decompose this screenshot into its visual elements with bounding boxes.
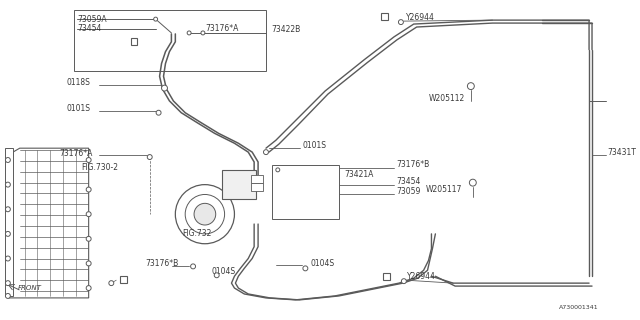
Text: 73431T: 73431T: [608, 148, 637, 156]
Bar: [74, 10, 266, 71]
Circle shape: [185, 195, 225, 234]
Circle shape: [86, 236, 91, 241]
Text: 73176*A: 73176*A: [205, 25, 238, 34]
Text: 0101S: 0101S: [67, 104, 91, 113]
Text: 73059: 73059: [396, 187, 420, 196]
Circle shape: [5, 293, 10, 299]
Bar: [251, 183, 263, 190]
Text: B: B: [132, 39, 136, 44]
Circle shape: [5, 281, 10, 285]
Circle shape: [109, 281, 114, 285]
Circle shape: [5, 157, 10, 163]
Bar: [131, 38, 138, 45]
Text: 73176*B: 73176*B: [396, 160, 429, 169]
Circle shape: [5, 231, 10, 236]
Text: 73454: 73454: [396, 177, 420, 186]
Circle shape: [303, 266, 308, 271]
Text: A: A: [121, 277, 125, 282]
Circle shape: [175, 185, 234, 244]
Text: FIG.730-2: FIG.730-2: [81, 164, 118, 172]
Circle shape: [5, 207, 10, 212]
Polygon shape: [8, 148, 89, 298]
Bar: [251, 175, 263, 183]
Text: W205112: W205112: [429, 94, 465, 103]
Bar: [383, 273, 390, 280]
Bar: [221, 170, 256, 199]
Text: B: B: [381, 14, 387, 19]
Text: 73176*B: 73176*B: [146, 259, 179, 268]
Bar: [381, 13, 388, 20]
Text: 73421A: 73421A: [345, 170, 374, 179]
Circle shape: [86, 261, 91, 266]
Circle shape: [469, 179, 476, 186]
Text: 73454: 73454: [77, 25, 101, 34]
Circle shape: [467, 83, 474, 90]
Bar: [272, 165, 339, 219]
Circle shape: [399, 20, 403, 25]
Circle shape: [147, 155, 152, 159]
Circle shape: [156, 110, 161, 115]
Circle shape: [86, 187, 91, 192]
Circle shape: [161, 85, 168, 91]
Text: A730001341: A730001341: [559, 305, 598, 310]
Circle shape: [401, 279, 406, 284]
Text: FIG.732: FIG.732: [182, 229, 212, 238]
Text: W205117: W205117: [426, 185, 462, 194]
Text: 0104S: 0104S: [310, 259, 335, 268]
Text: FRONT: FRONT: [18, 285, 42, 291]
Bar: [120, 276, 127, 283]
Circle shape: [5, 182, 10, 187]
Circle shape: [86, 212, 91, 217]
Circle shape: [86, 157, 91, 163]
Circle shape: [5, 256, 10, 261]
Circle shape: [194, 203, 216, 225]
Text: 73059A: 73059A: [77, 15, 106, 24]
Text: Y26944: Y26944: [406, 13, 435, 22]
Text: 0101S: 0101S: [303, 141, 326, 150]
Text: 0104S: 0104S: [212, 267, 236, 276]
Circle shape: [154, 17, 157, 21]
Circle shape: [191, 264, 196, 269]
Text: A: A: [384, 274, 388, 279]
Circle shape: [214, 273, 219, 278]
Text: 73176*A: 73176*A: [59, 148, 92, 158]
Text: 0118S: 0118S: [67, 78, 91, 87]
Circle shape: [264, 150, 268, 155]
Bar: [5, 148, 13, 296]
Circle shape: [86, 285, 91, 291]
Circle shape: [201, 31, 205, 35]
Circle shape: [276, 168, 280, 172]
Text: Y26944: Y26944: [407, 272, 436, 281]
Circle shape: [187, 31, 191, 35]
Text: 73422B: 73422B: [271, 26, 300, 35]
